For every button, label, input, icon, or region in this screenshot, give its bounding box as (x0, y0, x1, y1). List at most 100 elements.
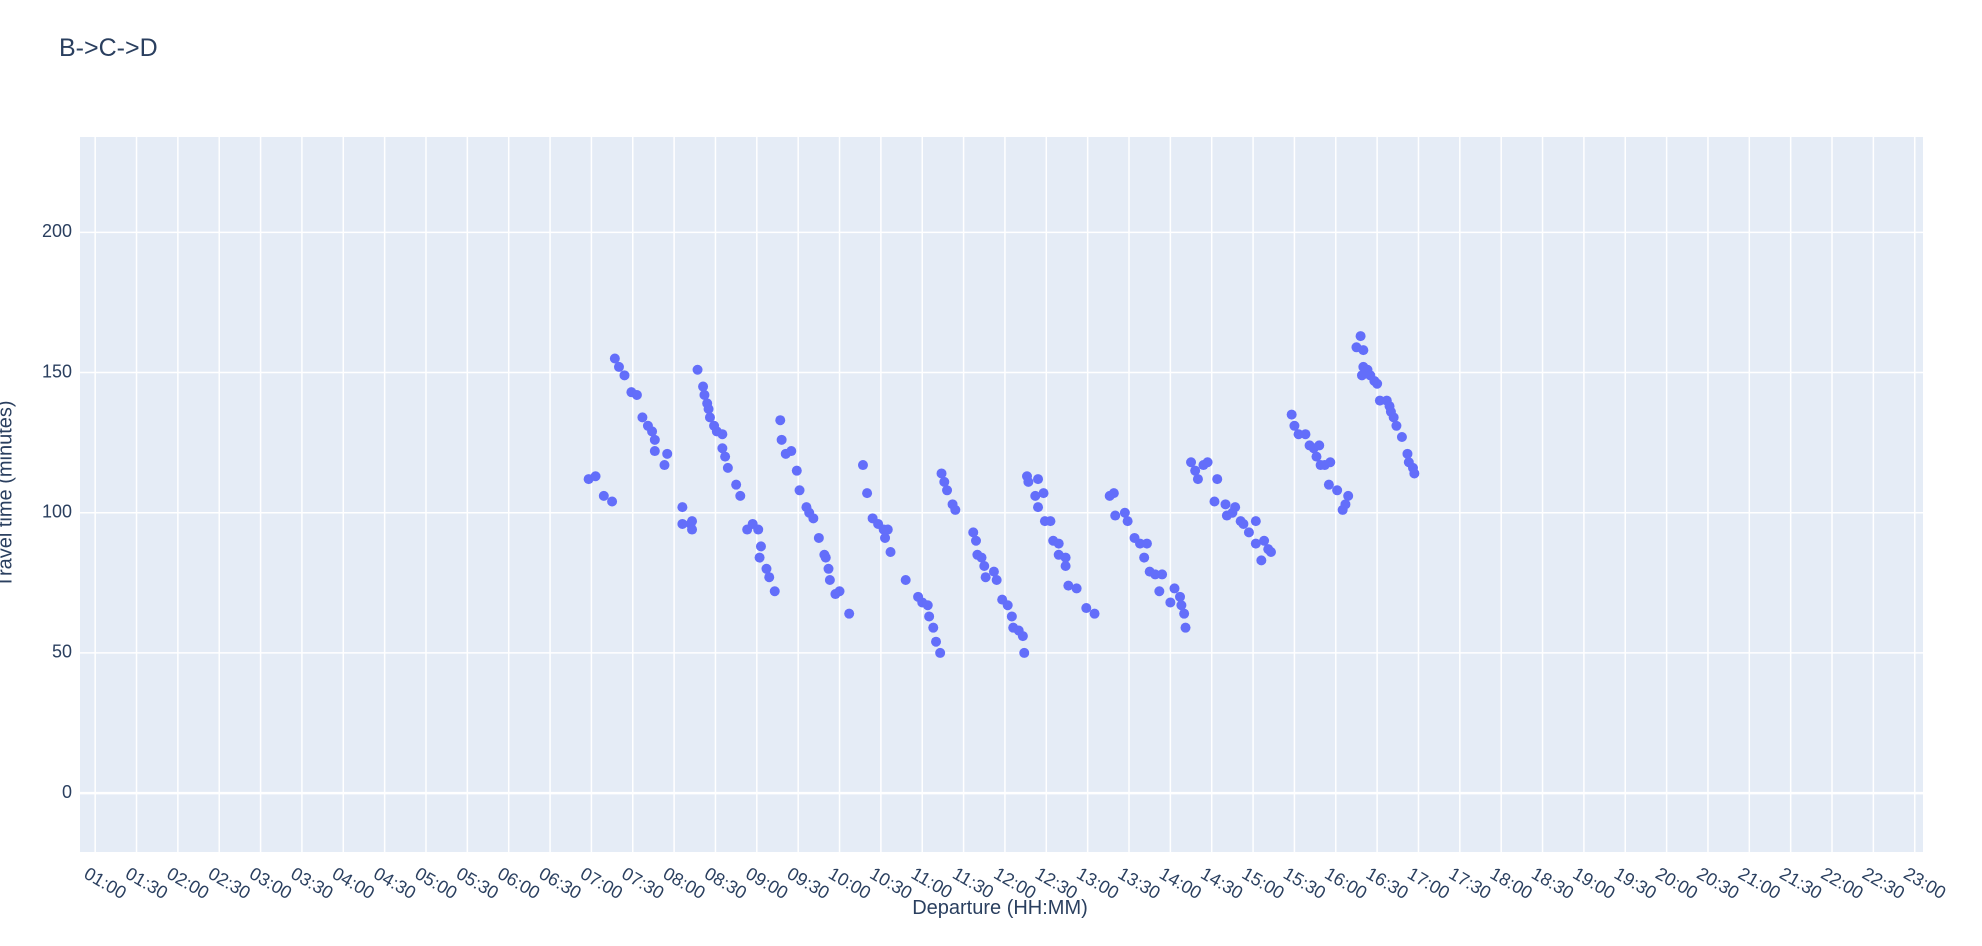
point (1332, 485, 1343, 496)
point (1135, 538, 1146, 549)
point (692, 364, 703, 375)
x-tick-label: 21:30 (1776, 863, 1825, 903)
point (753, 524, 764, 535)
point (794, 485, 805, 496)
x-tick-label: 08:00 (660, 863, 709, 903)
point (786, 446, 797, 457)
x-tick-label: 04:00 (329, 863, 378, 903)
point (703, 403, 714, 414)
point (1165, 597, 1176, 608)
point (1243, 527, 1254, 538)
x-tick-label: 16:00 (1321, 863, 1370, 903)
point (764, 572, 775, 583)
point (1396, 432, 1407, 443)
x-tick-label: 17:00 (1404, 863, 1453, 903)
point (882, 524, 893, 535)
point (698, 381, 709, 392)
x-tick-label: 22:30 (1859, 863, 1908, 903)
point (699, 389, 710, 400)
point (613, 361, 624, 372)
point (1391, 420, 1402, 431)
point (1356, 370, 1367, 381)
point (1374, 395, 1385, 406)
point (1141, 538, 1152, 549)
point (1325, 457, 1336, 468)
point (755, 541, 766, 552)
x-tick-label: 19:30 (1611, 863, 1660, 903)
x-tick-label: 10:00 (825, 863, 874, 903)
plot-area (80, 137, 1923, 852)
point (598, 490, 609, 501)
x-tick-label: 23:00 (1900, 863, 1949, 903)
point (1220, 499, 1231, 510)
point (968, 527, 979, 538)
point (590, 471, 601, 482)
x-tick-label: 20:00 (1652, 863, 1701, 903)
point (924, 611, 935, 622)
point (1202, 457, 1213, 468)
point (980, 572, 991, 583)
point (659, 460, 670, 471)
point (1180, 622, 1191, 633)
x-tick-label: 04:30 (370, 863, 419, 903)
point (820, 552, 831, 563)
point (754, 552, 765, 563)
x-axis-title: Departure (HH:MM) (912, 897, 1088, 919)
x-tick-label: 08:30 (701, 863, 750, 903)
x-tick-label: 16:30 (1363, 863, 1412, 903)
x-tick-label: 15:00 (1239, 863, 1288, 903)
point (717, 443, 728, 454)
point (1409, 468, 1420, 479)
point (1250, 538, 1261, 549)
y-tick-label: 100 (42, 501, 72, 521)
point (942, 485, 953, 496)
point (928, 622, 939, 633)
point (1372, 378, 1383, 389)
point (1060, 552, 1071, 563)
point (1402, 448, 1413, 459)
x-tick-label: 22:00 (1818, 863, 1867, 903)
x-tick-label: 06:00 (494, 863, 543, 903)
point (857, 460, 868, 471)
point (935, 647, 946, 658)
point (1190, 465, 1201, 476)
x-tick-label: 03:00 (246, 863, 295, 903)
x-tick-label: 13:30 (1115, 863, 1164, 903)
point (1355, 331, 1366, 342)
point (1300, 429, 1311, 440)
point (931, 636, 942, 647)
point (976, 552, 987, 563)
x-tick-label: 02:00 (163, 863, 212, 903)
chart-title: B->C->D (59, 34, 158, 62)
point (775, 415, 786, 426)
x-tick-label: 19:00 (1570, 863, 1619, 903)
point (1122, 516, 1133, 527)
point (1238, 518, 1249, 529)
point (1250, 516, 1261, 527)
point (1045, 516, 1056, 527)
point (970, 535, 981, 546)
point (1256, 555, 1267, 566)
point (607, 496, 618, 507)
point (936, 468, 947, 479)
point (1343, 490, 1354, 501)
x-tick-label: 07:30 (618, 863, 667, 903)
point (1314, 440, 1325, 451)
point (1192, 474, 1203, 485)
y-tick-label: 0 (62, 782, 72, 802)
point (1019, 647, 1030, 658)
x-tick-label: 21:00 (1735, 863, 1784, 903)
point (824, 575, 835, 586)
point (862, 488, 873, 499)
y-tick-label: 200 (42, 221, 72, 241)
point (1289, 420, 1300, 431)
point (1023, 476, 1034, 487)
point (1186, 457, 1197, 468)
point (880, 532, 891, 543)
point (1154, 586, 1165, 597)
point (922, 600, 933, 611)
point (1388, 412, 1399, 423)
point (1081, 603, 1092, 614)
point (704, 412, 715, 423)
